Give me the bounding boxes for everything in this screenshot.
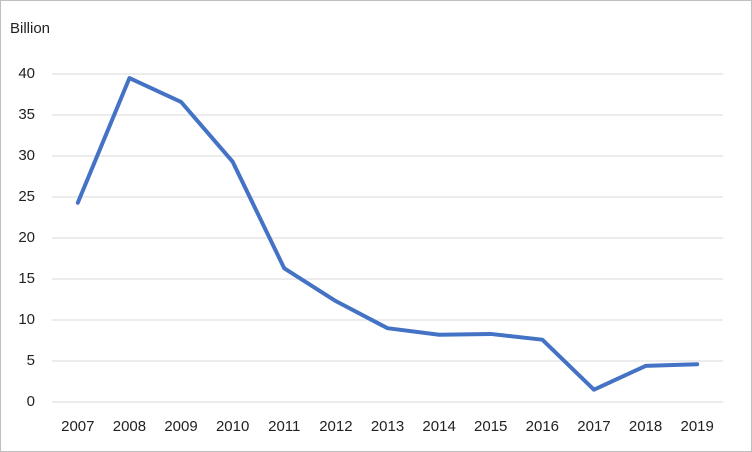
x-tick-label: 2015	[474, 418, 507, 435]
data-line	[75, 76, 700, 392]
x-tick-label: 2019	[681, 418, 714, 435]
y-tick-label: 30	[18, 147, 35, 164]
x-tick-label: 2013	[371, 418, 404, 435]
y-tick-label: 25	[18, 188, 35, 205]
y-axis-label: Billion	[10, 20, 50, 37]
x-tick-label: 2010	[216, 418, 249, 435]
x-tick-label: 2014	[422, 418, 455, 435]
y-tick-label: 20	[18, 229, 35, 246]
y-tick-label: 5	[27, 352, 35, 369]
x-tick-label: 2017	[577, 418, 610, 435]
y-tick-label: 35	[18, 106, 35, 123]
x-tick-label: 2008	[113, 418, 146, 435]
y-tick-label: 0	[27, 393, 35, 410]
x-tick-label: 2011	[268, 418, 300, 435]
x-tick-label: 2012	[319, 418, 352, 435]
y-tick-label: 10	[18, 311, 35, 328]
x-tick-label: 2018	[629, 418, 662, 435]
x-tick-label: 2016	[526, 418, 559, 435]
x-tick-label: 2009	[164, 418, 197, 435]
y-tick-label: 40	[18, 65, 35, 82]
x-tick-label: 2007	[61, 418, 94, 435]
y-tick-label: 15	[18, 270, 35, 287]
